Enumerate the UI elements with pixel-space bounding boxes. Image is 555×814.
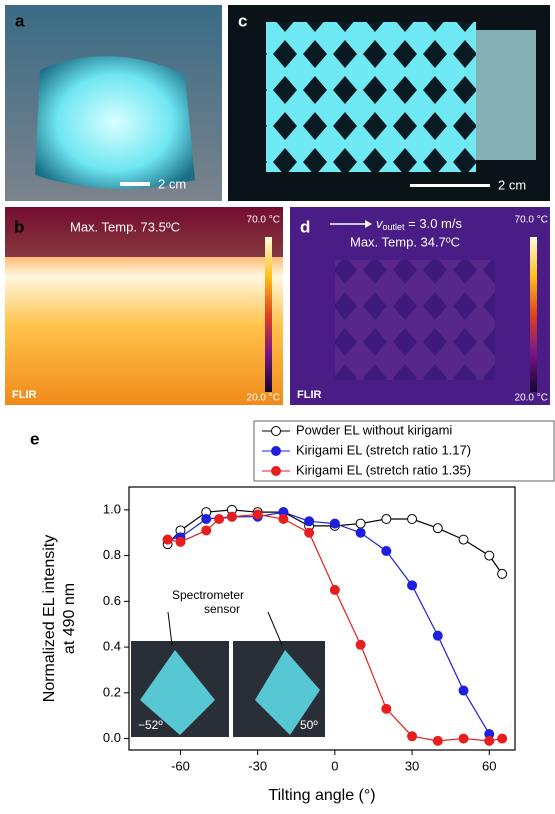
data-point — [485, 736, 494, 745]
colorbar — [265, 237, 272, 392]
data-point — [433, 524, 442, 533]
data-point — [253, 510, 262, 519]
data-point — [215, 515, 224, 524]
data-point — [356, 528, 365, 537]
cbar-max: 70.0 °C — [247, 215, 280, 226]
inset-angle: −52º — [138, 718, 163, 732]
electrode — [476, 30, 536, 160]
scale-label: 2 cm — [498, 177, 526, 192]
panel-d: d voutlet = 3.0 m/s Max. Temp. 34.7ºC 70… — [290, 207, 550, 405]
data-point — [356, 519, 365, 528]
data-point — [459, 535, 468, 544]
data-point — [163, 535, 172, 544]
panel-label: b — [14, 217, 24, 236]
cbar-min: 20.0 °C — [515, 393, 548, 404]
legend-marker — [272, 447, 281, 456]
data-point — [202, 515, 211, 524]
data-point — [330, 519, 339, 528]
velocity-subscript: outlet — [383, 222, 406, 232]
y-axis-label: Normalized EL intensity — [41, 535, 58, 702]
data-point — [382, 704, 391, 713]
data-point — [176, 537, 185, 546]
legend-label: Powder EL without kirigami — [296, 422, 452, 437]
data-point — [356, 640, 365, 649]
scale-label: 2 cm — [158, 176, 186, 191]
panel-label: d — [300, 217, 310, 236]
data-point — [459, 686, 468, 695]
legend-label: Kirigami EL (stretch ratio 1.35) — [296, 462, 471, 477]
data-point — [433, 631, 442, 640]
panel-label: a — [15, 11, 25, 30]
pointer — [168, 612, 172, 645]
kirigami-thermal — [335, 260, 495, 380]
data-point — [498, 569, 507, 578]
insets: Spectrometer sensor −52º 50º — [131, 588, 325, 737]
y-axis-label: at 490 nm — [61, 583, 78, 654]
legend-label: Kirigami EL (stretch ratio 1.17) — [296, 442, 471, 457]
data-point — [305, 528, 314, 537]
plot: -60 -30 0 30 60 0.0 0.2 0.4 0.6 0.8 1.0 Tilting ang… — [41, 421, 554, 804]
panel-a: a 2 cm — [5, 5, 222, 201]
panel-label: e — [30, 429, 39, 448]
pointer — [268, 612, 282, 645]
inset-title: sensor — [204, 602, 240, 616]
data-point — [305, 517, 314, 526]
glow-sample — [35, 56, 195, 189]
data-point — [459, 734, 468, 743]
y-tick-label: 0.2 — [103, 684, 121, 699]
data-point — [227, 512, 236, 521]
data-point — [408, 732, 417, 741]
velocity-value: = 3.0 m/s — [405, 216, 463, 231]
data-point — [408, 581, 417, 590]
cbar-min: 20.0 °C — [247, 393, 280, 404]
data-point — [202, 526, 211, 535]
figure: a 2 cm c 2 cm b Max. Temp. 73.5ºC 70.0 °… — [0, 0, 555, 809]
y-tick-label: 0.4 — [103, 639, 121, 654]
scale-bar — [410, 184, 490, 187]
legend-marker — [272, 467, 281, 476]
data-point — [433, 736, 442, 745]
x-tick-label: 30 — [405, 758, 419, 773]
data-point — [408, 515, 417, 524]
kirigami-sample — [266, 22, 476, 172]
x-tick-label: 0 — [331, 758, 338, 773]
cbar-max: 70.0 °C — [515, 215, 548, 226]
x-tick-label: -30 — [248, 758, 267, 773]
data-point — [498, 734, 507, 743]
x-tick-label: 60 — [482, 758, 496, 773]
max-temp: Max. Temp. 73.5ºC — [70, 219, 180, 234]
panel-c: c 2 cm — [228, 5, 550, 201]
scale-bar — [120, 182, 150, 186]
data-point — [382, 547, 391, 556]
x-tick-label: -60 — [171, 758, 190, 773]
y-tick-label: 0.0 — [103, 730, 121, 745]
panel-label: c — [238, 11, 247, 30]
legend-marker — [272, 427, 281, 436]
colorbar — [530, 237, 537, 392]
inset-angle: 50º — [300, 718, 318, 732]
data-point — [382, 515, 391, 524]
max-temp: Max. Temp. 34.7ºC — [350, 234, 460, 249]
data-point — [279, 515, 288, 524]
panel-b: b Max. Temp. 73.5ºC 70.0 °C 20.0 °C FLIR — [5, 207, 283, 405]
logo: FLIR — [12, 389, 36, 401]
logo: FLIR — [297, 389, 321, 401]
y-tick-label: 1.0 — [103, 501, 121, 516]
x-axis-label: Tilting angle (°) — [268, 787, 375, 804]
data-point — [485, 551, 494, 560]
y-tick-label: 0.6 — [103, 593, 121, 608]
inset-title: Spectrometer — [172, 588, 244, 602]
data-point — [330, 585, 339, 594]
y-tick-label: 0.8 — [103, 547, 121, 562]
